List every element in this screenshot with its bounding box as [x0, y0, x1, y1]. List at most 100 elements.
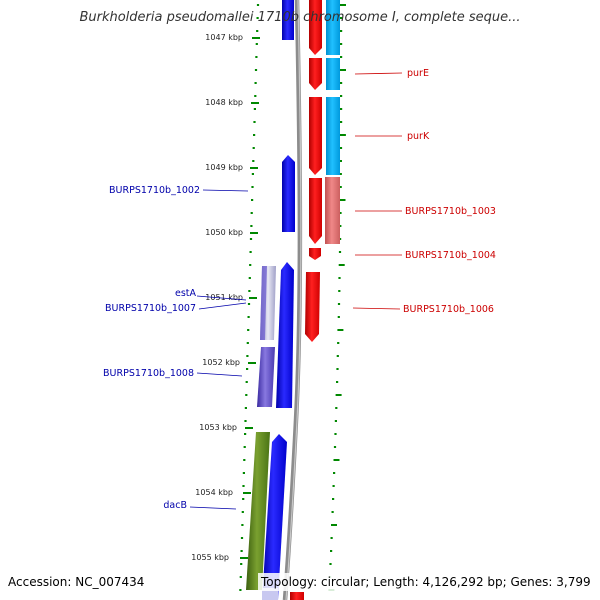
gene-feature[interactable] — [309, 0, 322, 55]
gene-feature[interactable] — [326, 0, 340, 55]
gene-feature-pure[interactable] — [309, 58, 322, 90]
minor-tick — [254, 69, 258, 71]
minor-tick — [339, 225, 342, 227]
minor-tick — [242, 472, 245, 474]
accession-text: Accession: NC_007434 — [8, 575, 145, 589]
gene-feature-dacb[interactable] — [246, 432, 270, 590]
minor-tick — [331, 524, 337, 526]
tick-mark — [252, 37, 260, 39]
tick-label: 1052 kbp — [202, 358, 240, 367]
gene-label[interactable]: BURPS1710b_1006 — [403, 304, 494, 315]
minor-tick — [337, 342, 340, 344]
gene-feature — [290, 592, 304, 600]
minor-tick — [335, 394, 342, 396]
minor-tick — [256, 30, 259, 32]
minor-tick — [244, 433, 247, 435]
minor-tick — [340, 108, 343, 110]
minor-tick — [336, 355, 339, 357]
minor-tick — [241, 511, 244, 513]
left-gene-labels: BURPS1710b_1002 estA BURPS1710b_1007 BUR… — [103, 185, 200, 511]
gene-feature-burps1710b-1007[interactable] — [276, 262, 294, 408]
tick-mark — [248, 362, 256, 364]
gene-feature-burps1710b-1006[interactable] — [305, 272, 320, 342]
gene-label[interactable]: dacB — [163, 500, 187, 511]
minor-tick — [246, 368, 249, 370]
minor-tick — [339, 160, 342, 162]
minor-tick — [334, 420, 337, 422]
minor-tick — [253, 121, 256, 123]
minor-tick — [339, 199, 346, 201]
gene-feature — [260, 266, 267, 340]
gene-feature-burps1710b-1003[interactable] — [309, 178, 322, 244]
gene-label[interactable]: BURPS1710b_1004 — [405, 250, 496, 261]
minor-tick — [244, 420, 247, 422]
minor-tick — [252, 147, 255, 149]
gene-label[interactable]: BURPS1710b_1003 — [405, 206, 496, 217]
leader-line — [196, 372, 243, 377]
minor-tick — [332, 498, 335, 500]
minor-tick — [242, 485, 245, 487]
gene-label[interactable]: purK — [407, 131, 430, 142]
minor-tick — [331, 511, 334, 513]
gene-label[interactable]: BURPS1710b_1007 — [105, 303, 196, 314]
minor-tick — [329, 563, 332, 565]
tick-mark — [250, 232, 258, 234]
minor-tick — [256, 17, 259, 19]
minor-tick — [333, 472, 336, 474]
tick-mark — [240, 557, 248, 559]
backbone-line — [282, 0, 303, 600]
tick-label: 1049 kbp — [205, 163, 243, 172]
gene-feature-burps1710b-1002[interactable] — [282, 155, 295, 232]
minor-tick — [252, 160, 255, 162]
minor-tick — [338, 277, 341, 279]
gene-label[interactable]: BURPS1710b_1008 — [103, 368, 194, 379]
right-tick-track — [328, 4, 346, 591]
minor-tick — [333, 459, 340, 461]
minor-tick — [240, 550, 243, 552]
minor-tick — [340, 17, 343, 19]
gene-label[interactable]: BURPS1710b_1002 — [109, 185, 200, 196]
gene-label[interactable]: estA — [175, 288, 197, 299]
minor-tick — [339, 186, 342, 188]
gene-feature-burps1710b-1008[interactable] — [257, 347, 275, 407]
tick-label: 1054 kbp — [195, 488, 233, 497]
minor-tick — [245, 381, 248, 383]
minor-tick — [337, 329, 344, 331]
gene-feature-burps1710b-1004[interactable] — [309, 248, 321, 260]
minor-tick — [336, 368, 339, 370]
tick-mark — [249, 297, 257, 299]
gene-feature-purk[interactable] — [309, 97, 322, 175]
minor-tick — [254, 95, 257, 97]
gene-feature[interactable] — [326, 97, 340, 175]
gene-feature[interactable] — [325, 177, 340, 244]
leader-line — [354, 72, 403, 75]
leader-line — [352, 307, 401, 310]
summary-text: Topology: circular; Length: 4,126,292 bp… — [258, 573, 594, 591]
leader-line — [202, 189, 249, 192]
minor-tick — [248, 277, 251, 279]
right-gene-labels: purE purK BURPS1710b_1003 BURPS1710b_100… — [403, 68, 496, 315]
gene-label[interactable]: purE — [407, 68, 429, 79]
forward-strand-features — [246, 0, 295, 600]
minor-tick — [337, 303, 341, 305]
reverse-strand-features — [290, 0, 340, 600]
gene-feature[interactable] — [326, 58, 340, 90]
minor-tick — [248, 290, 251, 292]
minor-tick — [340, 82, 343, 84]
tick-label: 1051 kbp — [205, 293, 243, 302]
minor-tick — [249, 251, 252, 253]
gene-feature[interactable] — [282, 0, 294, 40]
minor-tick — [255, 43, 258, 45]
minor-tick — [340, 121, 343, 123]
minor-tick — [240, 563, 243, 565]
minor-tick — [338, 251, 342, 253]
minor-tick — [339, 173, 342, 175]
leader-line — [196, 295, 247, 301]
minor-tick — [330, 550, 333, 552]
gene-feature[interactable] — [262, 434, 287, 600]
minor-tick — [333, 446, 337, 448]
minor-tick — [340, 30, 343, 32]
minor-tick — [247, 316, 250, 318]
